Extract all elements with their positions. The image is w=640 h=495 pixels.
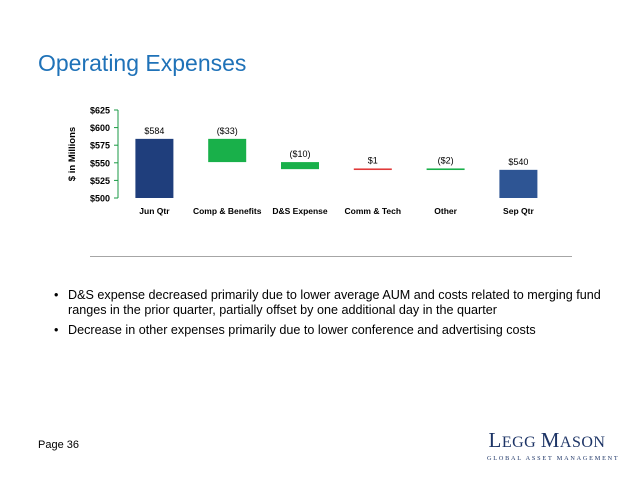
- y-tick-label: $500: [90, 194, 110, 204]
- bar-jun-qtr: [135, 138, 174, 198]
- company-logo: LEGG MASON GLOBAL ASSET MANAGEMENT: [487, 428, 620, 462]
- logo-wordmark: LEGG MASON: [488, 428, 606, 452]
- bar-comp-benefits: [208, 138, 247, 163]
- y-tick-label: $600: [90, 123, 110, 133]
- bullet-item: D&S expense decreased primarily due to l…: [52, 288, 612, 318]
- x-tick-label: Jun Qtr: [139, 206, 170, 216]
- logo-tagline: GLOBAL ASSET MANAGEMENT: [487, 455, 620, 462]
- waterfall-chart: $500 $525 $550 $575 $600 $625 $ in Millions $58…: [67, 106, 538, 216]
- y-tick-label: $575: [90, 141, 110, 151]
- y-tick-label: $625: [90, 106, 110, 116]
- x-tick-label: Comm & Tech: [345, 206, 402, 216]
- data-label: ($10): [289, 149, 310, 159]
- x-tick-label: D&S Expense: [272, 206, 328, 216]
- x-tick-label: Other: [434, 206, 457, 216]
- data-label: ($33): [217, 126, 238, 136]
- data-label: ($2): [438, 155, 454, 165]
- y-tick-label: $525: [90, 176, 110, 186]
- bar-other: [426, 168, 465, 171]
- bar-comm-tech: [353, 168, 392, 171]
- page-title: Operating Expenses: [38, 50, 247, 76]
- data-label: $584: [144, 126, 164, 136]
- x-tick-label: Comp & Benefits: [193, 206, 262, 216]
- y-tick-label: $550: [90, 158, 110, 168]
- bar-sep-qtr: [499, 169, 538, 198]
- bullet-item: Decrease in other expenses primarily due…: [52, 323, 612, 338]
- data-label: $1: [368, 155, 378, 165]
- data-label: $540: [508, 157, 528, 167]
- y-axis-title: $ in Millions: [67, 127, 78, 181]
- x-tick-label: Sep Qtr: [503, 206, 534, 216]
- bullet-list: D&S expense decreased primarily due to l…: [52, 288, 612, 343]
- page-number: Page 36: [38, 439, 79, 451]
- divider: [90, 256, 572, 257]
- bar-d-s-expense: [281, 162, 319, 170]
